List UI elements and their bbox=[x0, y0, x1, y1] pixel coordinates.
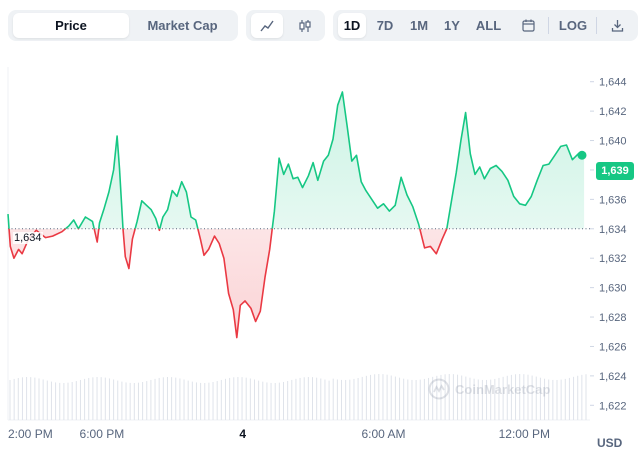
range-1y-button[interactable]: 1Y bbox=[444, 18, 460, 33]
x-tick-label: 6:00 AM bbox=[361, 427, 405, 441]
range-1m-button[interactable]: 1M bbox=[409, 18, 429, 33]
x-tick-label: 2:00 PM bbox=[8, 427, 53, 441]
range-1d-button[interactable]: 1D bbox=[338, 13, 366, 38]
calendar-button[interactable] bbox=[514, 13, 542, 38]
x-tick-label: 12:00 PM bbox=[499, 427, 550, 441]
line-chart-icon bbox=[260, 20, 274, 31]
chart-type-toggle bbox=[246, 10, 325, 41]
current-price-badge: 1,639 bbox=[596, 162, 634, 180]
y-tick-label: 1,644 bbox=[599, 77, 627, 89]
toolbar-divider bbox=[548, 17, 549, 34]
currency-label: USD bbox=[597, 436, 623, 450]
candlestick-chart-button[interactable] bbox=[289, 13, 321, 38]
range-toolbar: 1D 7D 1M 1Y ALL LOG bbox=[333, 10, 638, 41]
log-scale-button[interactable]: LOG bbox=[558, 18, 588, 33]
y-tick-label: 1,624 bbox=[599, 371, 627, 383]
y-tick-label: 1,628 bbox=[599, 312, 627, 324]
metric-toggle: Price Market Cap bbox=[8, 10, 238, 41]
y-tick-label: 1,622 bbox=[599, 400, 627, 412]
range-all-button[interactable]: ALL bbox=[475, 18, 502, 33]
candlestick-chart-icon bbox=[299, 19, 311, 32]
y-tick-label: 1,636 bbox=[599, 194, 627, 206]
coinmarketcap-watermark: CoinMarketCap bbox=[428, 378, 550, 400]
download-icon bbox=[611, 20, 623, 32]
x-tick-label: 4 bbox=[239, 427, 246, 441]
watermark-text: CoinMarketCap bbox=[455, 381, 551, 397]
download-button[interactable] bbox=[603, 13, 631, 38]
x-tick-label: 6:00 PM bbox=[80, 427, 125, 441]
y-tick-label: 1,630 bbox=[599, 283, 627, 295]
calendar-icon bbox=[521, 19, 535, 32]
toolbar-divider bbox=[596, 17, 597, 34]
price-line-up bbox=[7, 91, 585, 229]
range-7d-button[interactable]: 7D bbox=[376, 18, 394, 33]
y-tick-label: 1,626 bbox=[599, 341, 627, 353]
price-area-up bbox=[8, 92, 585, 229]
price-tab[interactable]: Price bbox=[13, 13, 129, 38]
y-tick-label: 1,642 bbox=[599, 106, 627, 118]
y-tick-label: 1,632 bbox=[599, 253, 627, 265]
y-tick-label: 1,634 bbox=[599, 224, 627, 236]
coinmarketcap-logo-icon bbox=[428, 378, 450, 400]
market-cap-tab[interactable]: Market Cap bbox=[147, 18, 218, 33]
y-tick-label: 1,640 bbox=[599, 136, 627, 148]
line-chart-button[interactable] bbox=[251, 13, 283, 38]
open-price-label: 1,634 bbox=[13, 232, 43, 244]
